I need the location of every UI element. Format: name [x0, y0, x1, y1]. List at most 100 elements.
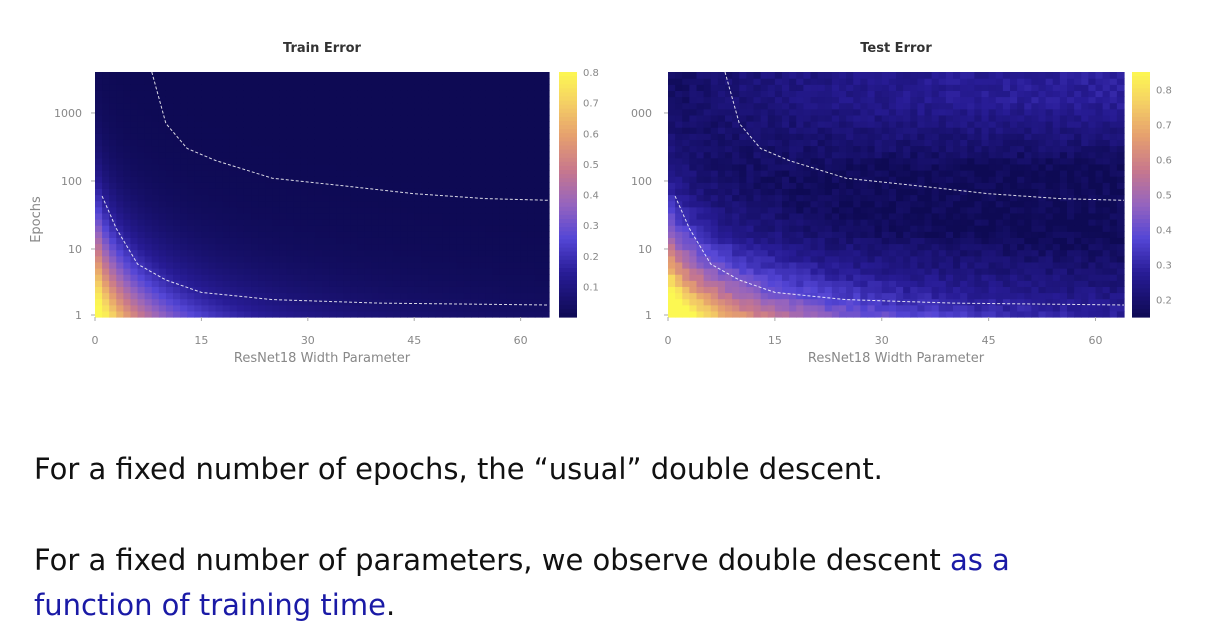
heatmap-cell — [725, 102, 733, 110]
heatmap-cell — [753, 268, 762, 275]
heatmap-cell — [960, 133, 968, 140]
heatmap-cell — [796, 127, 804, 134]
heatmap-cell — [371, 292, 380, 300]
heatmap-cell — [682, 96, 690, 104]
heatmap-cell — [1002, 139, 1011, 147]
heatmap-cell — [251, 200, 259, 208]
heatmap-cell — [109, 212, 117, 220]
heatmap-cell — [229, 280, 238, 287]
heatmap-cell — [116, 108, 124, 116]
heatmap-cell — [1024, 212, 1032, 220]
heatmap-cell — [428, 206, 437, 214]
heatmap-cell — [1017, 268, 1025, 275]
heatmap-cell — [995, 212, 1004, 220]
heatmap-cell — [95, 170, 103, 177]
heatmap-cell — [803, 163, 812, 171]
heatmap-cell — [222, 145, 231, 153]
heatmap-cell — [102, 304, 110, 312]
heatmap-cell — [675, 176, 683, 183]
heatmap-cell — [541, 212, 550, 220]
heatmap-cell — [988, 231, 997, 238]
heatmap-cell — [95, 261, 103, 269]
heatmap-cell — [796, 292, 804, 300]
heatmap-cell — [243, 304, 252, 312]
heatmap-cell — [449, 243, 458, 251]
heatmap-cell — [1059, 170, 1068, 177]
heatmap-cell — [1067, 231, 1075, 238]
heatmap-cell — [173, 151, 181, 159]
heatmap-cell — [123, 231, 132, 238]
heatmap-cell — [527, 170, 536, 177]
heatmap-cell — [385, 231, 394, 238]
heatmap-cell — [1067, 127, 1075, 134]
heatmap-cell — [967, 157, 975, 165]
heatmap-cell — [350, 268, 359, 275]
heatmap-cell — [144, 225, 153, 232]
heatmap-cell — [208, 243, 217, 251]
heatmap-cell — [520, 237, 529, 245]
heatmap-cell — [960, 255, 968, 263]
heatmap-cell — [917, 261, 926, 269]
heatmap-cell — [753, 286, 762, 294]
heatmap-cell — [130, 243, 139, 251]
heatmap-cell — [392, 268, 401, 275]
heatmap-cell — [782, 243, 790, 251]
heatmap-cell — [881, 206, 890, 214]
heatmap-cell — [456, 176, 465, 183]
heatmap-cell — [917, 237, 926, 245]
heatmap-cell — [456, 212, 465, 220]
heatmap-cell — [682, 90, 690, 98]
heatmap-cell — [988, 200, 997, 208]
heatmap-cell — [300, 170, 309, 177]
heatmap-cell — [400, 170, 408, 177]
heatmap-cell — [236, 78, 245, 85]
heatmap-cell — [357, 78, 366, 85]
heatmap-cell — [470, 72, 479, 79]
heatmap-cell — [421, 163, 429, 171]
heatmap-cell — [1067, 121, 1075, 128]
heatmap-cell — [520, 194, 529, 202]
heatmap-cell — [116, 243, 124, 251]
heatmap-cell — [995, 96, 1004, 104]
heatmap-cell — [407, 298, 415, 306]
heatmap-cell — [1074, 114, 1082, 122]
heatmap-cell — [1045, 237, 1054, 245]
heatmap-cell — [1017, 151, 1025, 159]
heatmap-cell — [350, 206, 359, 214]
heatmap-cell — [810, 255, 819, 263]
heatmap-cell — [421, 225, 429, 232]
heatmap-cell — [888, 188, 897, 196]
heatmap-cell — [682, 78, 690, 85]
heatmap-cell — [945, 108, 954, 116]
heatmap-cell — [534, 212, 543, 220]
heatmap-cell — [442, 268, 451, 275]
heatmap-cell — [867, 304, 876, 312]
heatmap-cell — [428, 243, 437, 251]
heatmap-cell — [1081, 237, 1089, 245]
heatmap-cell — [421, 219, 429, 226]
heatmap-cell — [187, 231, 195, 238]
heatmap-cell — [435, 151, 444, 159]
heatmap-cell — [180, 304, 188, 312]
heatmap-cell — [485, 292, 493, 300]
heatmap-cell — [180, 237, 188, 245]
heatmap-cell — [1074, 298, 1082, 306]
heatmap-cell — [300, 268, 309, 275]
heatmap-cell — [400, 151, 408, 159]
heatmap-cell — [710, 127, 719, 134]
heatmap-cell — [144, 274, 153, 281]
heatmap-cell — [924, 96, 933, 104]
heatmap-cell — [123, 151, 132, 159]
heatmap-cell — [831, 121, 840, 128]
heatmap-cell — [187, 151, 195, 159]
heatmap-cell — [725, 108, 733, 116]
heatmap-cell — [1010, 114, 1018, 122]
heatmap-cell — [144, 231, 153, 238]
heatmap-cell — [945, 90, 954, 98]
heatmap-cell — [492, 121, 500, 128]
heatmap-cell — [846, 182, 854, 189]
heatmap-cell — [675, 114, 683, 122]
heatmap-cell — [938, 151, 947, 159]
heatmap-cell — [265, 194, 273, 202]
heatmap-cell — [1052, 78, 1061, 85]
